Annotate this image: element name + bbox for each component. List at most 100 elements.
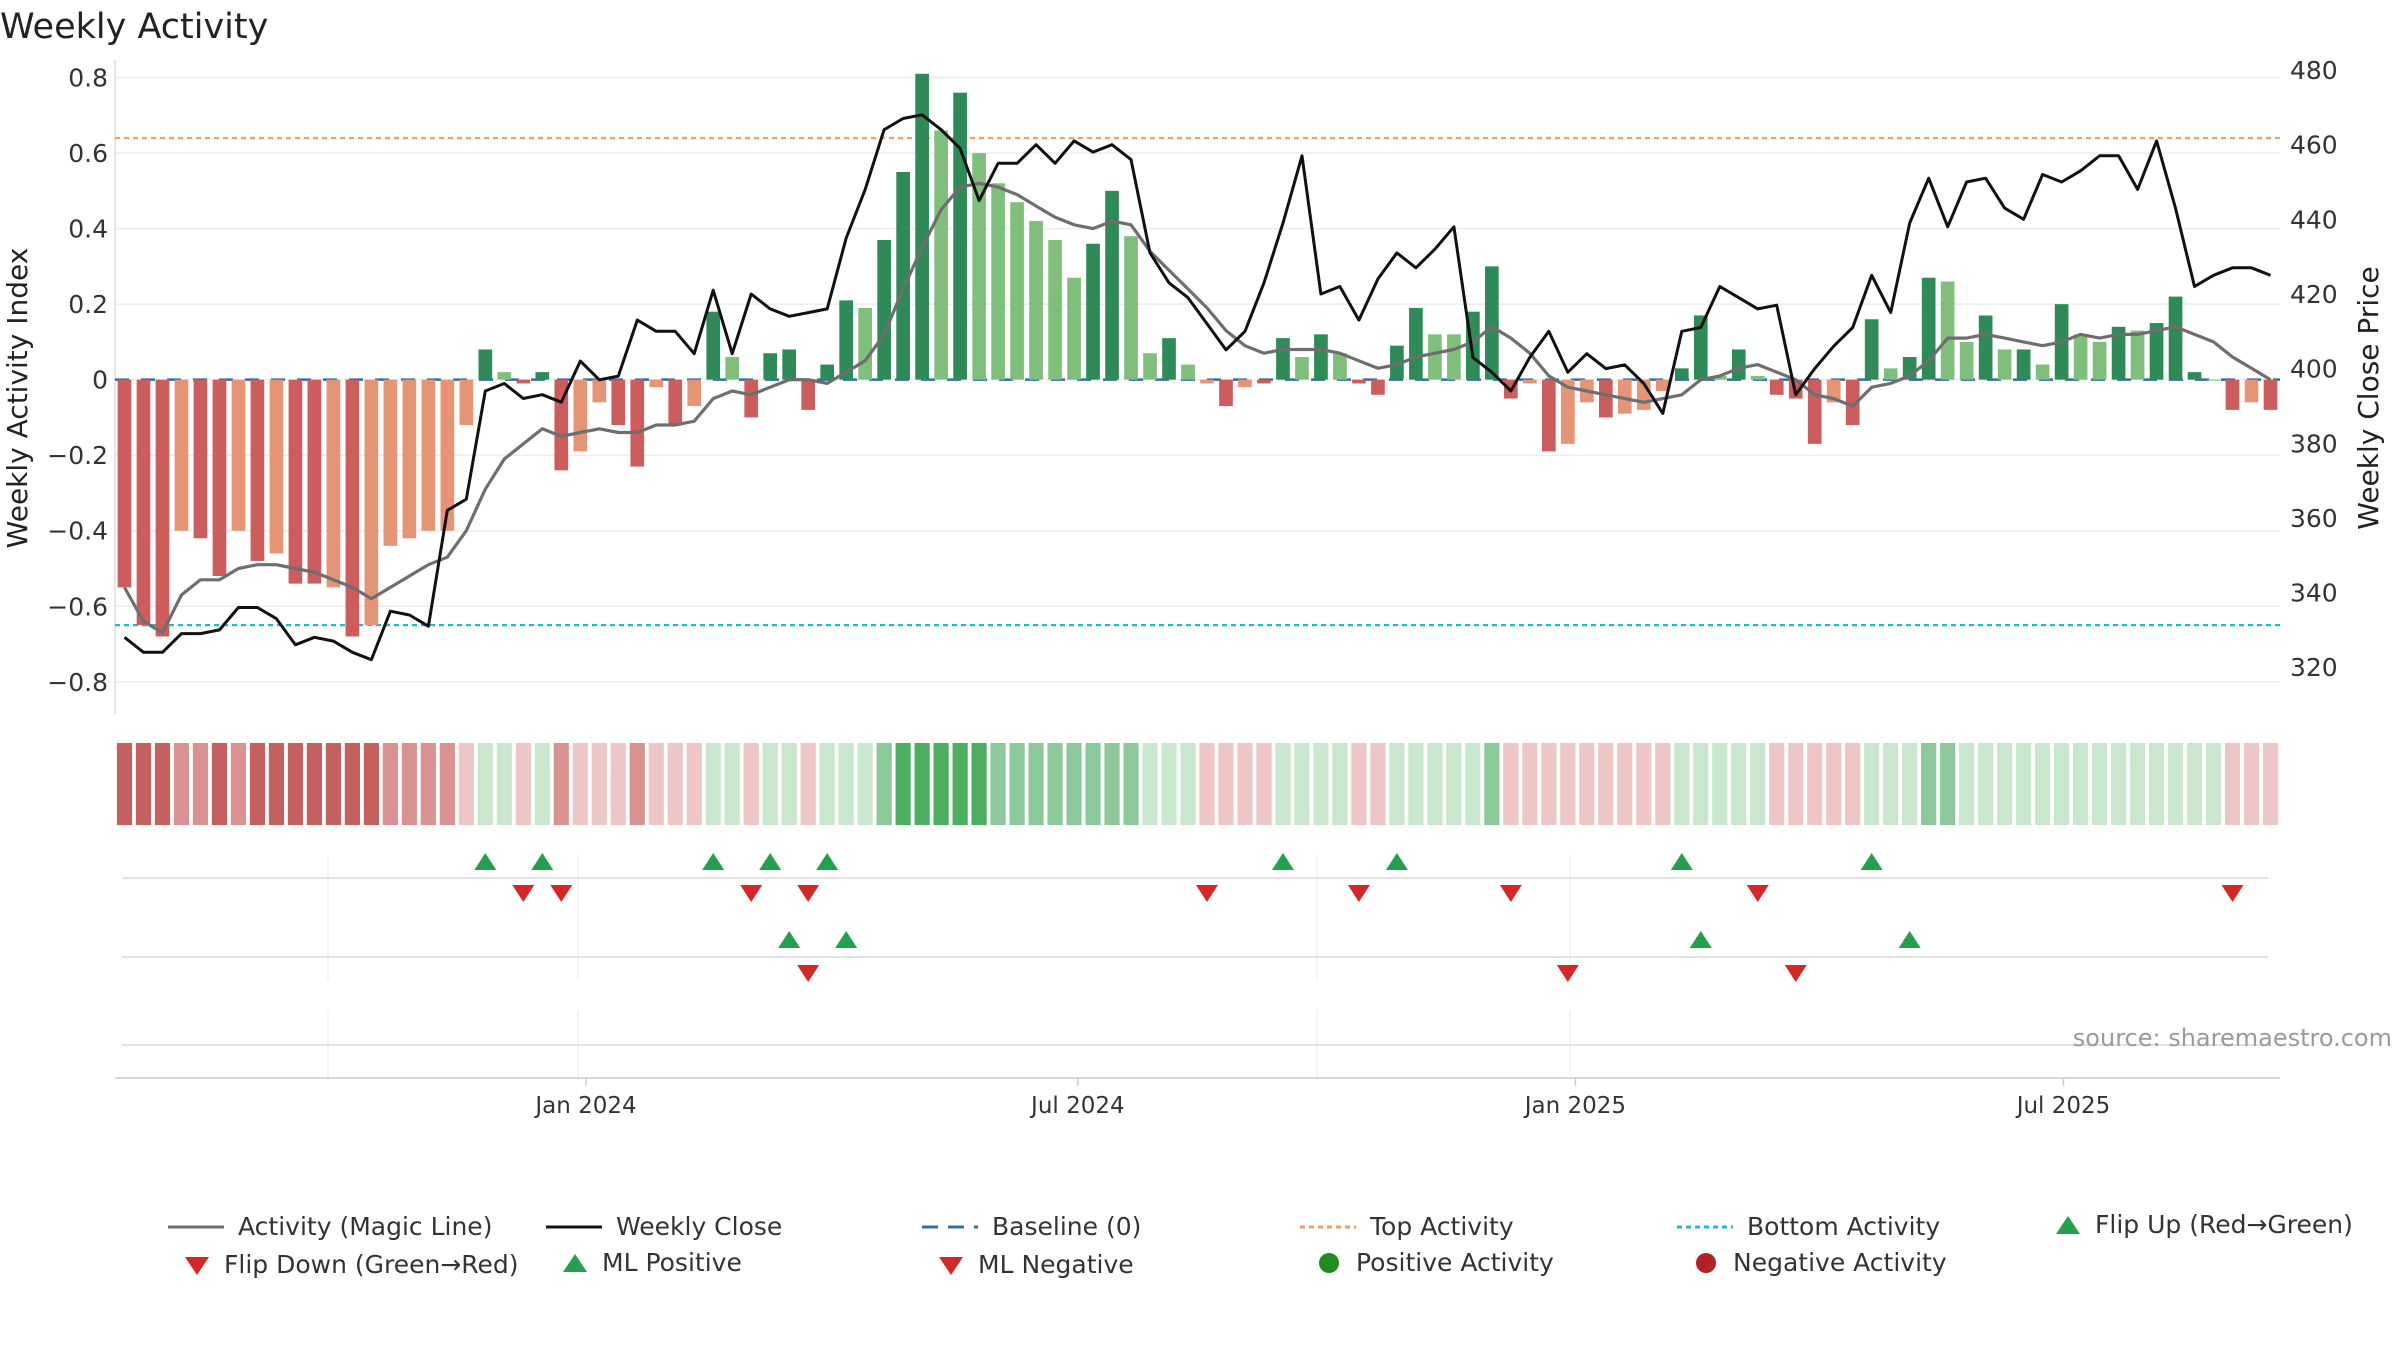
activity-bar	[440, 379, 455, 531]
activity-bar	[2092, 341, 2107, 380]
heatmap-cell	[1313, 743, 1329, 825]
heatmap-cell	[629, 743, 645, 825]
heatmap-cell	[2205, 743, 2222, 825]
legend-label: Activity (Magic Line)	[238, 1212, 493, 1241]
activity-bar	[1314, 334, 1328, 380]
y2-tick-labels: 480 460 440 420 400 380 360 340 320	[2290, 56, 2338, 682]
y2-tick-label: 320	[2290, 653, 2338, 682]
heatmap-cell	[1009, 743, 1025, 825]
flip-down-marker	[797, 885, 820, 902]
activity-heatmap-strip	[116, 743, 2279, 825]
y2-tick-label: 340	[2290, 579, 2338, 608]
activity-bar	[2016, 349, 2031, 380]
activity-bar	[364, 379, 379, 626]
activity-bar	[1409, 307, 1423, 380]
legend-dotted-icon	[1677, 1225, 1733, 1228]
activity-bar	[1845, 379, 1860, 425]
heatmap-cell	[211, 743, 228, 825]
flip-down-marker	[1746, 885, 1769, 902]
activity-bar	[516, 379, 531, 384]
triangle-up-icon	[2056, 1215, 2080, 1234]
heatmap-cell	[2224, 743, 2241, 825]
activity-bar	[117, 379, 132, 588]
activity-bar	[2130, 330, 2145, 380]
flip-up-marker	[1670, 853, 1693, 870]
heatmap-cell	[1522, 743, 1538, 825]
activity-bar	[1390, 345, 1404, 380]
heatmap-cell	[363, 743, 379, 825]
x-tick-label: Jan 2025	[1523, 1093, 1626, 1119]
heatmap-cell	[1655, 743, 1671, 825]
heatmap-cell	[1579, 743, 1595, 825]
legend-label: Baseline (0)	[992, 1212, 1142, 1241]
activity-bar	[2244, 379, 2259, 403]
heatmap-cell	[1199, 743, 1215, 825]
legend-label: Flip Down (Green→Red)	[224, 1250, 519, 1279]
heatmap-cell	[249, 743, 266, 825]
flip-down-marker	[1499, 885, 1522, 902]
legend-item-weekly-close: Weekly Close	[546, 1212, 782, 1241]
heatmap-cell	[1389, 743, 1405, 825]
flip-up-marker	[474, 853, 497, 870]
activity-bar	[991, 183, 1005, 380]
y2-tick-label: 420	[2290, 280, 2338, 309]
heatmap-cell	[1978, 743, 1994, 825]
activity-bar	[326, 379, 341, 588]
heatmap-cell	[1484, 743, 1500, 825]
flip-up-marker	[816, 853, 839, 870]
heatmap-cell	[553, 743, 569, 825]
activity-bar	[1143, 353, 1157, 380]
activity-bar	[1124, 236, 1138, 380]
activity-bar	[1617, 379, 1632, 414]
activity-bar	[1655, 379, 1670, 391]
heatmap-cell	[800, 743, 816, 825]
activity-bar	[1750, 375, 1765, 380]
activity-bar	[839, 300, 853, 380]
flip-marker-rows	[122, 853, 2268, 1080]
y2-tick-label: 360	[2290, 504, 2338, 533]
heatmap-cell	[1636, 743, 1652, 825]
heatmap-cell	[116, 743, 133, 825]
activity-bar	[668, 379, 683, 425]
y2-tick-label: 380	[2290, 429, 2338, 458]
activity-bar	[725, 357, 740, 380]
triangle-up-icon	[563, 1253, 587, 1272]
activity-bar	[193, 379, 208, 539]
heatmap-cell	[838, 743, 854, 825]
heatmap-cell	[781, 743, 797, 825]
legend-item-bottom-activity: Bottom Activity	[1677, 1212, 1940, 1241]
heatmap-cell	[591, 743, 607, 825]
heatmap-cell	[1370, 743, 1386, 825]
heatmap-cell	[971, 743, 987, 825]
activity-bar	[649, 379, 664, 388]
legend-dotted-icon	[1300, 1225, 1356, 1228]
activity-bar	[592, 379, 607, 403]
y-tick-label: 0.8	[68, 64, 108, 93]
heatmap-cell	[154, 743, 171, 825]
heatmap-cell	[1085, 743, 1101, 825]
y2-tick-label: 460	[2290, 131, 2338, 160]
heatmap-cell	[876, 743, 892, 825]
activity-bar	[611, 379, 626, 425]
y-tick-label: −0.2	[47, 441, 108, 470]
activity-bar	[478, 349, 493, 380]
activity-bar	[1997, 349, 2012, 380]
activity-bar	[497, 372, 512, 380]
heatmap-cell	[306, 743, 323, 825]
heatmap-cell	[420, 743, 436, 825]
activity-bar	[763, 353, 778, 380]
flip-up-marker	[1271, 853, 1294, 870]
flip-down-marker	[1195, 885, 1218, 902]
activity-bar	[1542, 379, 1556, 452]
legend-dash-icon	[922, 1225, 978, 1228]
heatmap-cell	[1446, 743, 1462, 825]
heatmap-cell	[2129, 743, 2146, 825]
activity-bar	[1333, 353, 1347, 380]
heatmap-cell	[2167, 743, 2184, 825]
activity-bar	[1769, 379, 1784, 395]
legend-label: Weekly Close	[616, 1212, 783, 1241]
activity-bar	[630, 379, 645, 467]
weekly-close-series	[123, 113, 2272, 662]
flip-up-marker	[1898, 931, 1921, 948]
